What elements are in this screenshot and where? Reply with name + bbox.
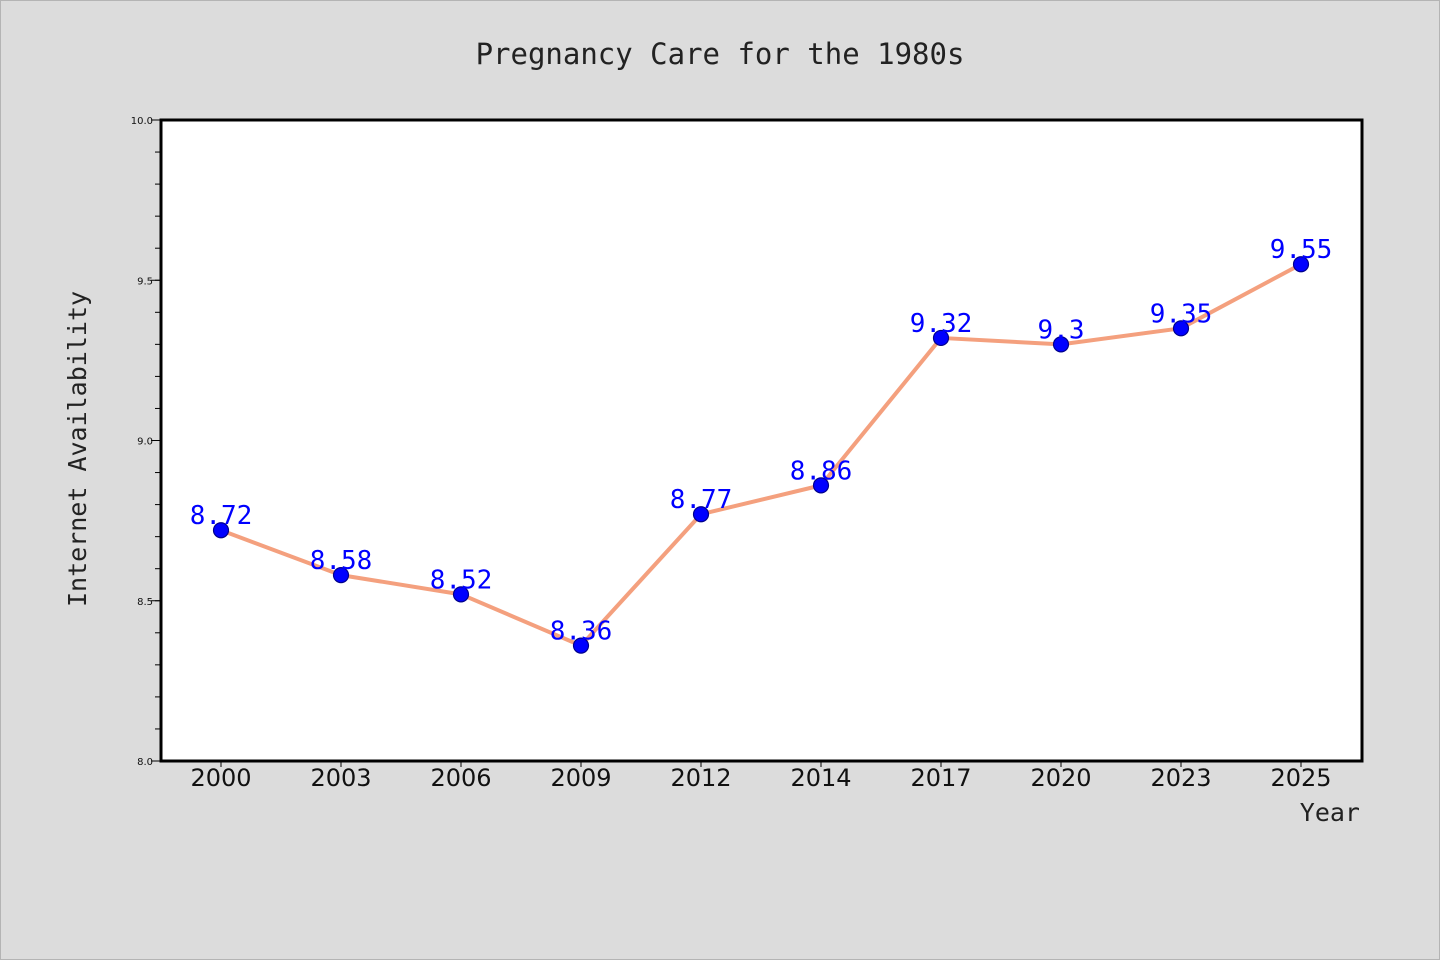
x-tick-label: 2023 (1150, 764, 1211, 792)
data-point (1292, 256, 1310, 273)
data-label: 9.55 (1270, 235, 1333, 265)
data-label: 8.86 (790, 456, 853, 486)
data-point (572, 637, 590, 654)
data-label: 9.32 (910, 309, 973, 339)
data-label: 8.36 (550, 617, 613, 647)
data-point (332, 567, 350, 584)
y-tick-label: 10.0 (131, 116, 153, 127)
series-line (219, 262, 1303, 648)
data-point (1172, 320, 1190, 337)
x-tick-label: 2009 (550, 764, 611, 792)
data-point (932, 329, 950, 347)
data-point (212, 522, 230, 539)
x-axis: 2000 2003 2006 2009 2012 2014 2017 2020 2023 2025 (190, 761, 1332, 792)
y-tick-label: 9.5 (137, 276, 153, 287)
data-label: 9.3 (1038, 315, 1085, 345)
y-axis: 8.0 8.5 9.0 9.5 10.0 (131, 116, 161, 768)
data-point (1052, 336, 1070, 353)
data-label: 8.77 (670, 485, 733, 515)
data-label: 8.58 (310, 546, 373, 576)
data-point (812, 477, 830, 494)
x-tick-label: 2017 (910, 764, 971, 792)
x-tick-label: 2025 (1270, 764, 1331, 792)
x-tick-label: 2006 (430, 764, 491, 792)
data-point (452, 586, 470, 603)
data-label: 9.35 (1150, 299, 1213, 329)
series-group: 8.72 8.58 8.52 8.36 8.77 8.86 9.32 9.3 9.35 9.55 (190, 235, 1333, 654)
y-tick-label: 8.5 (137, 597, 153, 608)
y-tick-label: 9.0 (137, 437, 153, 448)
data-label: 8.72 (190, 501, 253, 531)
x-tick-label: 2014 (790, 764, 851, 792)
data-label: 8.52 (430, 565, 493, 595)
plot-area (159, 118, 1364, 763)
x-tick-label: 2003 (310, 764, 371, 792)
chart-title: Pregnancy Care for the 1980s (476, 37, 965, 71)
y-tick-label: 8.0 (137, 757, 153, 768)
x-tick-label: 2012 (670, 764, 731, 792)
data-point (692, 506, 710, 523)
x-axis-label: Year (1300, 798, 1360, 827)
x-tick-label: 2000 (190, 764, 251, 792)
x-tick-label: 2020 (1030, 764, 1091, 792)
y-axis-label: Internet Availability (63, 291, 92, 607)
